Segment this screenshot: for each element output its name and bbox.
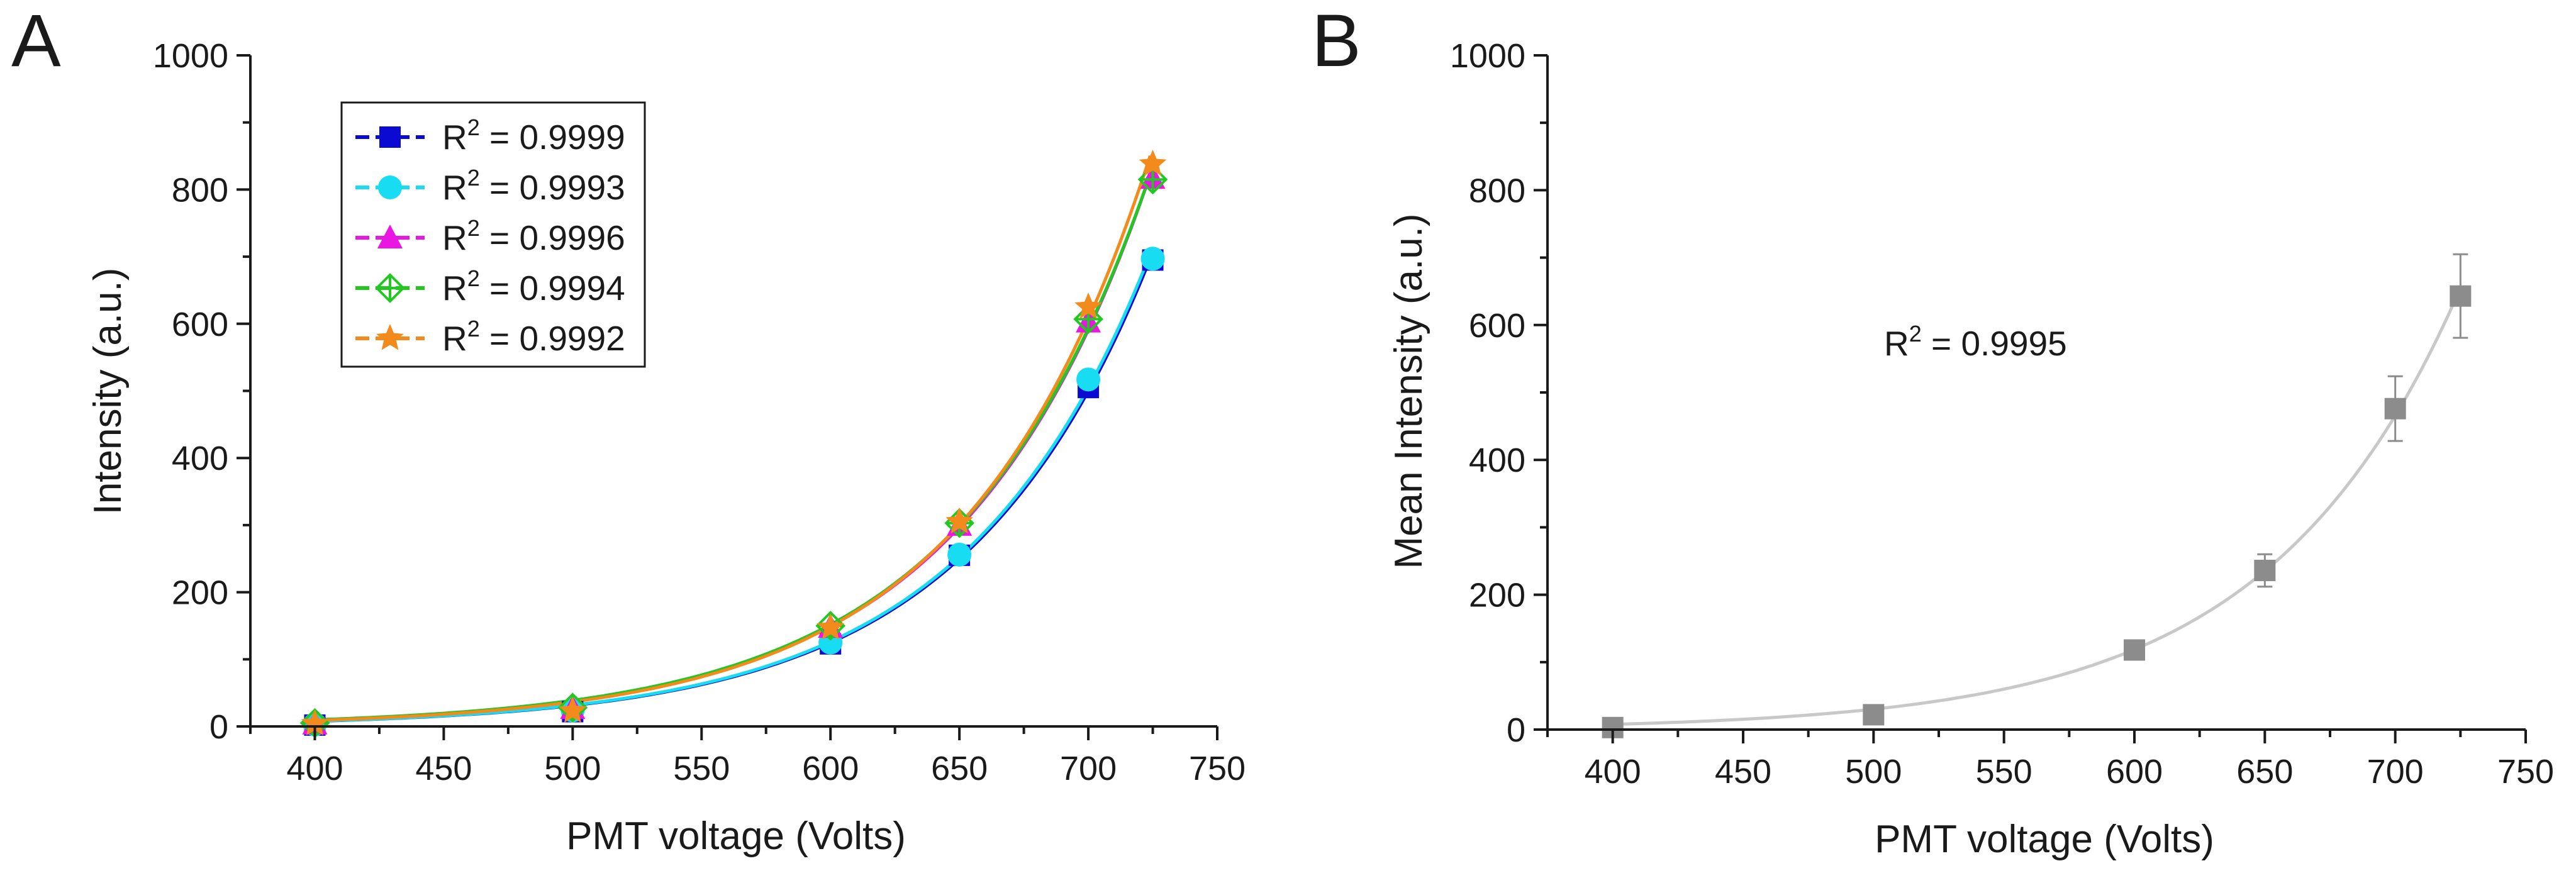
chart-a-point-s5 xyxy=(559,696,587,723)
chart-a-axes: 400 450 500 550 600 650 700 750 0 200 400 600 800 100… xyxy=(153,37,1246,787)
chart-b-y-tick-label: 600 xyxy=(1469,307,1525,345)
chart-a-legend-marker-1 xyxy=(379,126,401,148)
chart-a-point-s5 xyxy=(817,613,845,640)
chart-a-fit-curve-5 xyxy=(315,155,1152,722)
chart-a-legend-superscript: 2 xyxy=(467,165,480,191)
chart-a-y-tick-label: 800 xyxy=(172,171,228,209)
chart-b-point xyxy=(2254,560,2276,582)
chart-a-x-tick-label: 700 xyxy=(1060,750,1117,787)
chart-b-x-tick-label: 750 xyxy=(2497,753,2554,791)
chart-b-y-tick-label: 400 xyxy=(1469,442,1525,479)
chart-a-plot xyxy=(299,149,1168,738)
chart-b-r2-value: = 0.9995 xyxy=(1922,324,2067,363)
chart-b-point xyxy=(2124,639,2145,661)
chart-a-legend-marker-4 xyxy=(375,273,405,303)
chart-a-legend-value: = 0.9994 xyxy=(480,269,625,308)
chart-a-fit-curve-2 xyxy=(315,253,1152,723)
chart-b-x-tick-label: 400 xyxy=(1585,753,1641,791)
chart-b-x-tick-label: 450 xyxy=(1715,753,1771,791)
chart-a-point-s5 xyxy=(1139,149,1167,176)
panel-b-letter: B xyxy=(1312,0,1361,82)
panel-b: B 400 450 500 550 600 650 700 750 0 200 400 600 800 1… xyxy=(1312,0,2554,861)
chart-b-y-tick-label: 200 xyxy=(1469,577,1525,614)
chart-a-point-s4 xyxy=(1137,164,1168,195)
chart-b-fit-curve xyxy=(1612,293,2460,726)
chart-a-legend-superscript: 2 xyxy=(467,215,480,241)
chart-a-y-tick-label: 400 xyxy=(172,440,228,477)
chart-a-legend-value: = 0.9996 xyxy=(480,218,625,257)
chart-b-x-tick-label: 650 xyxy=(2236,753,2293,791)
chart-a-point-s5 xyxy=(945,507,973,534)
chart-b-y-tick-label: 1000 xyxy=(1450,37,1525,75)
chart-a-legend-superscript: 2 xyxy=(467,265,480,291)
chart-a-legend-label-4: R2 = 0.9994 xyxy=(442,265,625,308)
chart-b-point xyxy=(2450,285,2472,307)
chart-b-axes: 400 450 500 550 600 650 700 750 0 200 400 600 800 100… xyxy=(1450,37,2554,791)
chart-a-y-tick-label: 1000 xyxy=(153,37,228,75)
chart-b-x-tick-label: 700 xyxy=(2367,753,2424,791)
chart-a-x-axis-title: PMT voltage (Volts) xyxy=(566,814,906,858)
chart-a-legend-superscript: 2 xyxy=(467,114,480,140)
chart-a-y-tick-label: 200 xyxy=(172,574,228,612)
chart-b-y-axis-title: Mean Intensity (a.u.) xyxy=(1387,213,1430,569)
chart-a-x-tick-label: 450 xyxy=(415,750,472,787)
chart-a-legend-value: = 0.9999 xyxy=(480,118,625,157)
chart-b-r2-superscript: 2 xyxy=(1909,321,1922,347)
chart-a-x-tick-label: 600 xyxy=(802,750,859,787)
chart-b-plot xyxy=(1602,253,2472,738)
chart-a-legend-marker-5 xyxy=(376,324,404,350)
chart-a-x-tick-label: 400 xyxy=(286,750,343,787)
chart-a-legend-value: = 0.9993 xyxy=(480,168,625,207)
chart-a-x-tick-label: 650 xyxy=(931,750,988,787)
chart-b-x-axis-title: PMT voltage (Volts) xyxy=(1875,818,2214,861)
chart-a-x-tick-label: 750 xyxy=(1189,750,1246,787)
chart-a-legend-label-1: R2 = 0.9999 xyxy=(442,114,625,157)
chart-a-point-s2 xyxy=(1140,247,1165,271)
chart-a-legend-marker-2 xyxy=(378,175,402,199)
chart-b-x-tick-label: 550 xyxy=(1976,753,2032,791)
chart-a-y-tick-label: 0 xyxy=(209,708,228,746)
chart-a-point-s2 xyxy=(947,542,972,567)
panel-a-letter: A xyxy=(11,0,61,82)
chart-a-legend-marker-3 xyxy=(377,225,403,248)
chart-b-r2-annotation: R2 = 0.9995 xyxy=(1884,321,2067,363)
chart-a-point-s5 xyxy=(1074,292,1102,319)
chart-a-x-tick-label: 500 xyxy=(544,750,601,787)
chart-a-legend-value: = 0.9992 xyxy=(480,319,625,358)
chart-a-y-axis-title: Intensity (a.u.) xyxy=(86,268,130,515)
chart-b-y-tick-label: 0 xyxy=(1507,711,1525,749)
chart-a-x-tick-label: 550 xyxy=(673,750,730,787)
chart-a-point-s5 xyxy=(301,709,329,736)
chart-a-y-tick-label: 600 xyxy=(172,306,228,343)
chart-b-y-tick-label: 800 xyxy=(1469,172,1525,209)
panel-a: A 400 450 500 550 600 650 700 750 0 200 400 600 800 1… xyxy=(11,0,1246,858)
chart-a-legend-superscript: 2 xyxy=(467,316,480,342)
chart-a-point-s2 xyxy=(1076,367,1101,392)
chart-b-point xyxy=(2384,397,2406,420)
chart-b-x-tick-label: 500 xyxy=(1845,753,1902,791)
chart-b-x-tick-label: 600 xyxy=(2106,753,2163,791)
chart-b-point xyxy=(1863,704,1885,726)
chart-b-r2-number: 0.9995 xyxy=(1961,324,2066,363)
chart-a-legend-label-2: R2 = 0.9993 xyxy=(442,165,625,207)
